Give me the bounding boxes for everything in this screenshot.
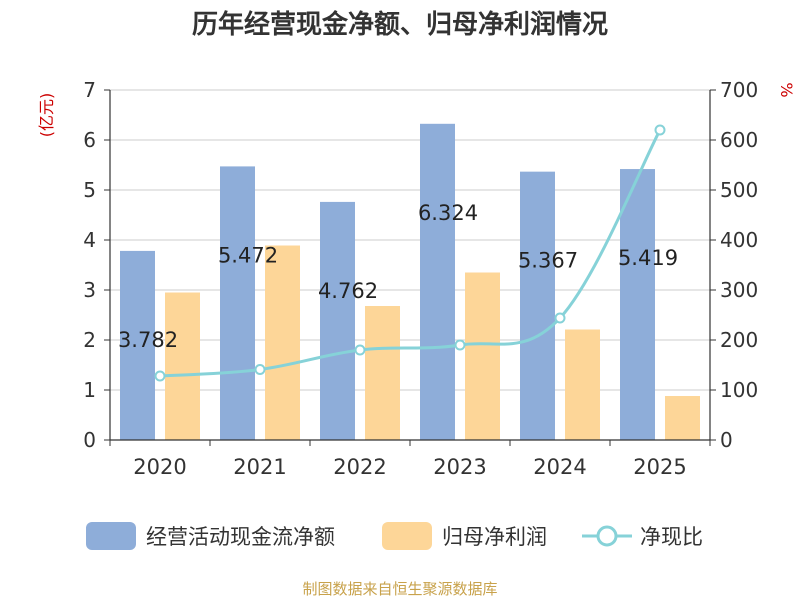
legend-ratio-label: 净现比 bbox=[640, 525, 703, 549]
cash-flow-value-label: 5.367 bbox=[518, 249, 578, 273]
left-tick-label: 5 bbox=[83, 178, 96, 202]
ratio-point[interactable] bbox=[454, 339, 466, 351]
bar-layer bbox=[120, 123, 700, 441]
ratio-point[interactable] bbox=[254, 364, 266, 375]
right-tick-label: 200 bbox=[720, 328, 758, 352]
ratio-point[interactable] bbox=[654, 124, 666, 136]
right-tick-label: 0 bbox=[720, 428, 733, 452]
ratio-point[interactable] bbox=[354, 344, 366, 356]
source-note: 制图数据来自恒生聚源数据库 bbox=[302, 580, 498, 598]
left-tick-label: 2 bbox=[83, 328, 96, 352]
legend-net-profit[interactable]: 归母净利润 bbox=[382, 518, 547, 554]
x-tick-label: 2021 bbox=[233, 455, 286, 479]
left-tick-label: 7 bbox=[83, 78, 96, 102]
data-labels: 3.782 5.472 4.762 6.324 5.367 5.419 bbox=[118, 201, 678, 352]
legend-ratio-swatch bbox=[582, 525, 632, 547]
legend-net-profit-swatch bbox=[382, 522, 432, 550]
axes: 0 1 2 3 4 5 6 7 0 100 200 300 400 500 600 700 2020 2021 20… bbox=[83, 78, 758, 479]
cash-flow-bar[interactable] bbox=[620, 169, 655, 441]
cash-flow-value-label: 5.472 bbox=[218, 243, 278, 267]
left-tick-label: 1 bbox=[83, 378, 96, 402]
cash-flow-value-label: 4.762 bbox=[318, 279, 378, 303]
right-tick-label: 300 bbox=[720, 278, 758, 302]
cash-flow-bar[interactable] bbox=[420, 123, 455, 441]
cash-flow-value-label: 5.419 bbox=[618, 246, 678, 270]
ratio-point[interactable] bbox=[154, 370, 166, 382]
legend-cash-flow-swatch bbox=[86, 522, 136, 550]
right-tick-label: 400 bbox=[720, 228, 758, 252]
x-tick-label: 2020 bbox=[133, 455, 186, 479]
net-profit-bar[interactable] bbox=[565, 329, 600, 441]
left-tick-label: 3 bbox=[83, 278, 96, 302]
left-tick-label: 0 bbox=[83, 428, 96, 452]
legend-net-profit-label: 归母净利润 bbox=[442, 525, 547, 549]
legend-cash-flow-label: 经营活动现金流净额 bbox=[146, 525, 335, 549]
net-profit-bar[interactable] bbox=[165, 292, 200, 441]
x-tick-label: 2023 bbox=[433, 455, 486, 479]
right-tick-label: 700 bbox=[720, 78, 758, 102]
net-profit-bar[interactable] bbox=[465, 272, 500, 441]
cash-flow-bar[interactable] bbox=[120, 250, 155, 440]
left-tick-label: 6 bbox=[83, 128, 96, 152]
left-axis-label: (亿元) bbox=[37, 93, 56, 138]
ratio-line-layer bbox=[154, 124, 666, 382]
right-axis-label: % bbox=[777, 82, 796, 97]
right-tick-label: 100 bbox=[720, 378, 758, 402]
x-tick-label: 2024 bbox=[533, 455, 586, 479]
legend-cash-flow[interactable]: 经营活动现金流净额 bbox=[86, 518, 335, 554]
cash-flow-value-label: 3.782 bbox=[118, 328, 178, 352]
cash-flow-bar[interactable] bbox=[220, 166, 255, 440]
x-tick-label: 2022 bbox=[333, 455, 386, 479]
net-profit-bar[interactable] bbox=[365, 306, 400, 440]
net-profit-bar[interactable] bbox=[265, 245, 300, 441]
net-profit-bar[interactable] bbox=[665, 396, 700, 440]
ratio-point[interactable] bbox=[554, 312, 566, 324]
right-tick-label: 500 bbox=[720, 178, 758, 202]
cash-flow-bar[interactable] bbox=[520, 171, 555, 440]
right-tick-label: 600 bbox=[720, 128, 758, 152]
left-tick-label: 4 bbox=[83, 228, 96, 252]
x-tick-label: 2025 bbox=[633, 455, 686, 479]
cash-flow-value-label: 6.324 bbox=[418, 201, 478, 225]
chart-title: 历年经营现金净额、归母净利润情况 bbox=[191, 10, 608, 40]
legend-ratio[interactable]: 净现比 bbox=[582, 518, 703, 554]
cash-flow-bar[interactable] bbox=[320, 201, 355, 440]
grid-lines bbox=[110, 89, 710, 391]
